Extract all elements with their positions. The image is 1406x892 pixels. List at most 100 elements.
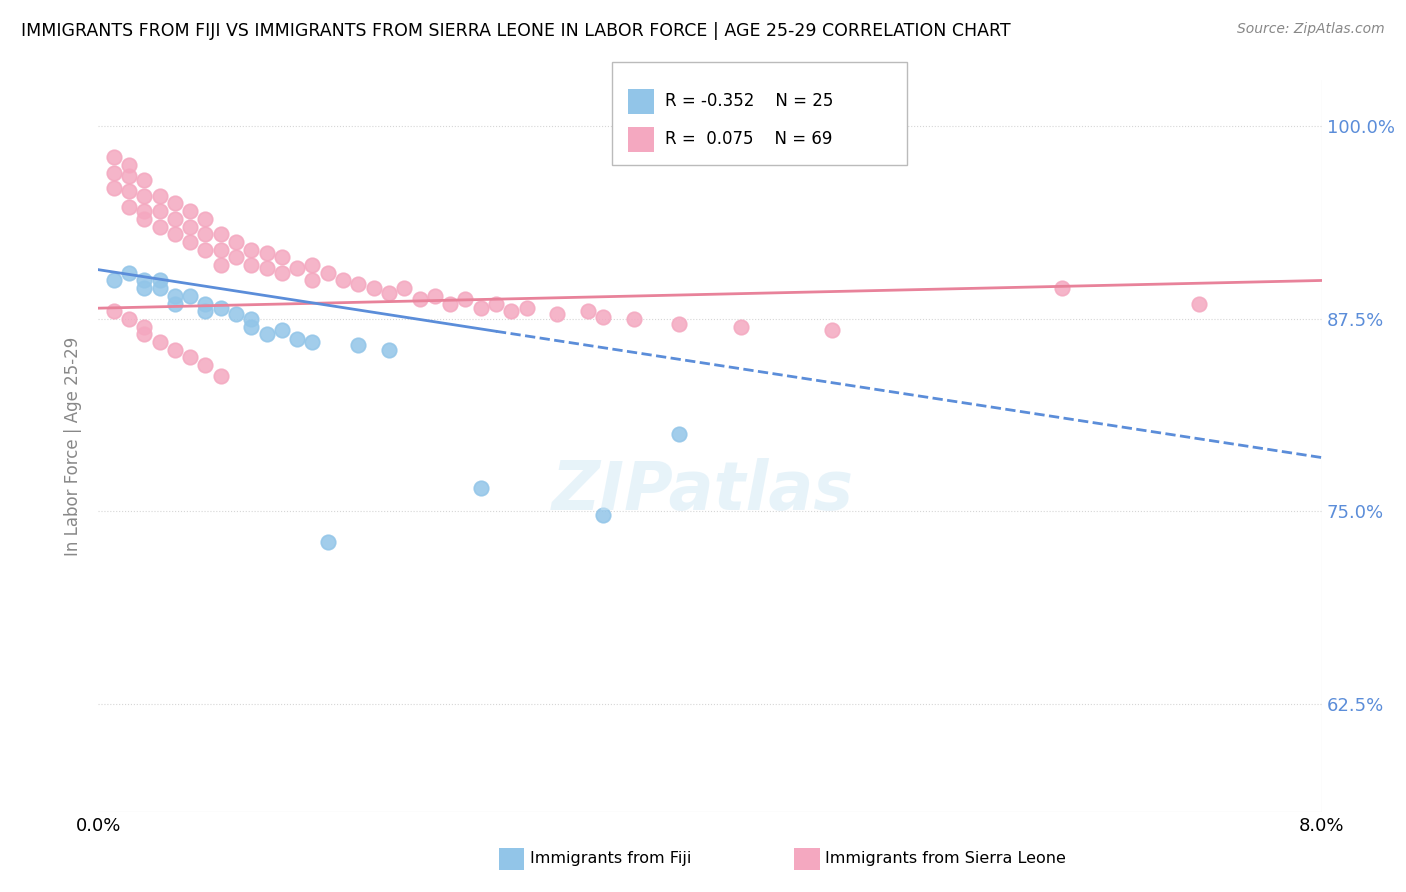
Point: [118, 184, 141, 198]
Text: R = -0.352    N = 25: R = -0.352 N = 25: [665, 93, 834, 111]
Point: [408, 292, 430, 306]
Point: [194, 227, 217, 242]
Point: [347, 277, 370, 291]
Point: [668, 427, 690, 442]
Point: [256, 261, 278, 276]
Point: [470, 301, 492, 315]
Y-axis label: In Labor Force | Age 25-29: In Labor Force | Age 25-29: [65, 336, 83, 556]
Point: [103, 166, 125, 180]
Point: [1050, 281, 1073, 295]
Point: [485, 296, 508, 310]
Point: [301, 334, 323, 349]
Point: [256, 245, 278, 260]
Point: [118, 312, 141, 326]
Point: [163, 196, 186, 211]
Point: [179, 351, 201, 365]
Point: [316, 535, 339, 549]
Point: [225, 307, 247, 321]
Point: [134, 319, 156, 334]
Point: [149, 273, 172, 287]
Point: [149, 334, 172, 349]
Point: [194, 296, 217, 310]
Point: [668, 317, 690, 331]
Point: [134, 173, 156, 187]
Point: [209, 258, 232, 272]
Point: [209, 227, 232, 242]
Point: [209, 368, 232, 383]
Point: [392, 281, 416, 295]
Point: [179, 235, 201, 249]
Text: IMMIGRANTS FROM FIJI VS IMMIGRANTS FROM SIERRA LEONE IN LABOR FORCE | AGE 25-29 : IMMIGRANTS FROM FIJI VS IMMIGRANTS FROM …: [21, 22, 1011, 40]
Point: [134, 327, 156, 342]
Point: [134, 281, 156, 295]
Point: [454, 292, 477, 306]
Point: [332, 273, 354, 287]
Point: [118, 200, 141, 214]
Point: [209, 301, 232, 315]
Point: [194, 243, 217, 257]
Point: [149, 219, 172, 234]
Point: [149, 204, 172, 219]
Text: ZIPatlas: ZIPatlas: [553, 458, 853, 524]
Point: [285, 332, 308, 346]
Point: [516, 301, 538, 315]
Point: [163, 296, 186, 310]
Point: [240, 312, 263, 326]
Point: [240, 319, 263, 334]
Point: [103, 150, 125, 164]
Point: [179, 219, 201, 234]
Point: [378, 285, 401, 300]
Point: [546, 307, 568, 321]
Point: [194, 211, 217, 226]
Point: [240, 258, 263, 272]
Point: [149, 281, 172, 295]
Point: [149, 188, 172, 202]
Text: Source: ZipAtlas.com: Source: ZipAtlas.com: [1237, 22, 1385, 37]
Point: [163, 211, 186, 226]
Point: [501, 304, 523, 318]
Point: [118, 158, 141, 172]
Text: R =  0.075    N = 69: R = 0.075 N = 69: [665, 130, 832, 148]
Point: [103, 304, 125, 318]
Point: [423, 289, 446, 303]
Point: [256, 327, 278, 342]
Point: [134, 204, 156, 219]
Point: [623, 312, 645, 326]
Point: [103, 273, 125, 287]
Point: [363, 281, 385, 295]
Point: [576, 304, 599, 318]
Point: [378, 343, 401, 357]
Point: [163, 289, 186, 303]
Point: [301, 258, 323, 272]
Point: [270, 323, 294, 337]
Text: Immigrants from Fiji: Immigrants from Fiji: [530, 852, 692, 866]
Point: [316, 266, 339, 280]
Point: [118, 266, 141, 280]
Point: [470, 481, 492, 495]
Point: [285, 261, 308, 276]
Point: [821, 323, 844, 337]
Point: [270, 251, 294, 265]
Point: [134, 211, 156, 226]
Point: [225, 235, 247, 249]
Point: [179, 204, 201, 219]
Point: [439, 296, 461, 310]
Point: [194, 358, 217, 372]
Point: [103, 181, 125, 195]
Point: [179, 289, 201, 303]
Text: Immigrants from Sierra Leone: Immigrants from Sierra Leone: [825, 852, 1066, 866]
Point: [118, 169, 141, 183]
Point: [163, 227, 186, 242]
Point: [1188, 296, 1211, 310]
Point: [225, 251, 247, 265]
Point: [730, 319, 752, 334]
Point: [270, 266, 294, 280]
Point: [240, 243, 263, 257]
Point: [592, 310, 614, 325]
Point: [209, 243, 232, 257]
Point: [301, 273, 323, 287]
Point: [134, 188, 156, 202]
Point: [194, 304, 217, 318]
Point: [592, 508, 614, 522]
Point: [134, 273, 156, 287]
